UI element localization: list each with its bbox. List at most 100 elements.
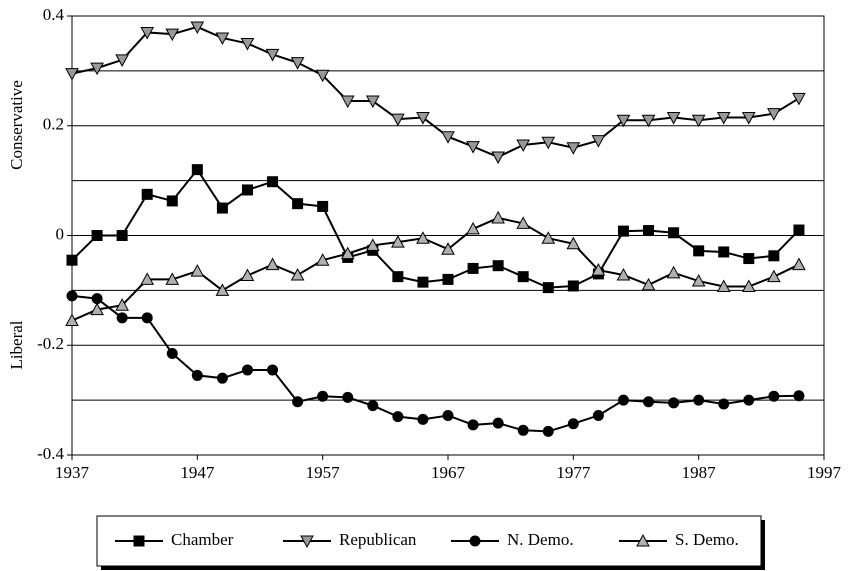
data-point: [115, 54, 129, 67]
data-point: [391, 235, 405, 248]
data-point: [542, 282, 554, 294]
data-point: [492, 260, 504, 272]
data-point: [768, 390, 780, 402]
data-point: [317, 200, 329, 212]
data-point: [542, 425, 554, 437]
data-point: [267, 176, 279, 188]
data-point: [416, 112, 430, 125]
y-tick-label: 0.2: [43, 115, 64, 134]
y-tick-label: 0.4: [43, 5, 65, 24]
x-tick-label: 1967: [431, 463, 466, 482]
data-point: [241, 184, 253, 196]
legend-label: Chamber: [171, 530, 234, 549]
data-point: [116, 230, 128, 241]
data-point: [166, 195, 178, 207]
data-point: [666, 265, 681, 279]
data-point: [240, 268, 255, 282]
data-point: [165, 272, 180, 285]
y-tick-label: -0.4: [37, 444, 64, 463]
data-point: [541, 231, 556, 244]
data-point: [491, 210, 505, 224]
data-point: [516, 139, 531, 153]
data-point: [190, 264, 205, 277]
data-point: [718, 246, 730, 258]
data-point: [340, 95, 355, 109]
data-point: [441, 131, 455, 144]
data-point: [767, 108, 781, 121]
data-point: [315, 69, 330, 83]
data-point: [416, 231, 430, 244]
data-point: [741, 279, 756, 293]
data-point: [491, 151, 505, 165]
data-point: [441, 242, 455, 255]
legend-label: N. Demo.: [507, 530, 574, 549]
legend-label: S. Demo.: [675, 530, 739, 549]
data-point: [115, 298, 129, 311]
data-point: [66, 290, 78, 302]
series-line: [71, 216, 800, 322]
data-point: [90, 302, 104, 316]
data-point: [90, 62, 104, 76]
series-line: [71, 167, 800, 289]
data-point: [567, 280, 579, 292]
data-point: [140, 26, 155, 40]
data-point: [91, 293, 103, 305]
data-point: [541, 136, 556, 150]
data-point: [241, 364, 253, 376]
data-point: [367, 400, 379, 412]
data-point: [466, 141, 480, 154]
data-point: [517, 271, 529, 283]
data-point: [215, 283, 230, 296]
data-point: [467, 262, 479, 274]
data-point: [716, 112, 731, 125]
data-point: [693, 245, 705, 257]
data-point: [91, 230, 103, 241]
data-point: [215, 32, 230, 45]
data-point: [342, 391, 354, 403]
x-tick-label: 1947: [180, 463, 215, 482]
data-point: [191, 164, 203, 176]
y-tick-label: -0.2: [37, 334, 64, 353]
data-point: [718, 398, 730, 410]
data-point: [467, 419, 479, 431]
data-point: [693, 394, 705, 406]
data-point: [216, 372, 228, 384]
data-point: [793, 224, 805, 236]
data-point: [691, 274, 706, 287]
data-point: [666, 112, 681, 125]
data-point: [643, 225, 655, 237]
data-point: [768, 250, 780, 262]
data-point: [566, 236, 581, 250]
data-point: [267, 364, 279, 376]
data-point: [417, 413, 429, 425]
data-point: [442, 273, 454, 285]
data-point: [643, 396, 655, 408]
data-point: [566, 142, 581, 155]
data-point: [365, 95, 380, 109]
legend-marker: [300, 535, 314, 549]
data-point: [767, 269, 781, 283]
series-line: [71, 25, 800, 159]
data-point: [691, 114, 706, 128]
x-tick-label: 1977: [556, 463, 591, 482]
data-point: [265, 257, 280, 271]
data-point: [616, 114, 631, 128]
data-point: [417, 276, 429, 288]
legend-marker: [469, 535, 481, 547]
data-point: [317, 390, 329, 402]
y-label-bottom: Liberal: [7, 320, 26, 369]
data-point: [641, 277, 656, 291]
data-point: [65, 313, 79, 327]
data-point: [591, 263, 606, 276]
data-point: [466, 221, 480, 235]
legend-marker: [133, 535, 145, 547]
data-point: [716, 279, 731, 293]
data-point: [592, 409, 604, 421]
data-point: [165, 28, 180, 42]
data-point: [292, 396, 304, 408]
data-point: [668, 397, 680, 409]
data-point: [216, 202, 228, 214]
legend-label: Republican: [339, 530, 417, 549]
y-label-top: Conservative: [7, 80, 26, 170]
